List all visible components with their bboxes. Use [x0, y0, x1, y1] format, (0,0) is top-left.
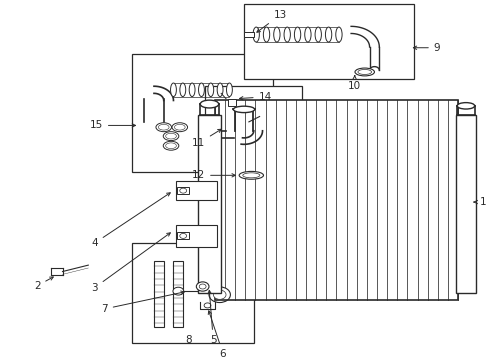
- Ellipse shape: [174, 124, 185, 130]
- Bar: [173, 261, 183, 327]
- Bar: [214, 100, 457, 300]
- Circle shape: [199, 284, 205, 289]
- Bar: [177, 232, 189, 239]
- Text: 8: 8: [184, 335, 191, 345]
- Ellipse shape: [180, 83, 185, 96]
- Ellipse shape: [252, 27, 259, 42]
- Text: 5: 5: [207, 291, 216, 345]
- Ellipse shape: [243, 173, 259, 178]
- Ellipse shape: [170, 83, 176, 96]
- Text: 12: 12: [191, 170, 235, 180]
- Bar: [176, 225, 217, 247]
- Bar: [244, 32, 253, 37]
- Ellipse shape: [165, 143, 176, 149]
- Ellipse shape: [273, 27, 280, 42]
- Bar: [177, 187, 189, 194]
- Ellipse shape: [158, 124, 169, 130]
- Bar: [132, 243, 253, 343]
- Ellipse shape: [189, 83, 195, 96]
- Bar: [132, 54, 273, 172]
- Ellipse shape: [198, 83, 204, 96]
- Ellipse shape: [172, 123, 187, 132]
- Text: 13: 13: [256, 10, 286, 32]
- Ellipse shape: [163, 132, 179, 140]
- Ellipse shape: [263, 27, 269, 42]
- Bar: [176, 181, 217, 200]
- Ellipse shape: [156, 123, 171, 132]
- Ellipse shape: [357, 69, 371, 75]
- Circle shape: [180, 188, 186, 193]
- Text: 6: 6: [208, 311, 226, 359]
- Bar: [154, 261, 163, 327]
- Ellipse shape: [456, 103, 474, 109]
- Text: 4: 4: [91, 193, 170, 248]
- Bar: [455, 115, 475, 293]
- Text: 11: 11: [191, 129, 221, 148]
- Ellipse shape: [217, 83, 223, 96]
- Circle shape: [213, 290, 225, 300]
- Bar: [227, 99, 235, 106]
- Text: 2: 2: [34, 277, 53, 291]
- Ellipse shape: [335, 27, 342, 42]
- Circle shape: [203, 303, 210, 308]
- Bar: [204, 86, 302, 186]
- Circle shape: [208, 287, 230, 302]
- Text: 14: 14: [239, 92, 271, 102]
- Ellipse shape: [200, 100, 218, 108]
- Ellipse shape: [233, 106, 254, 113]
- Text: 7: 7: [101, 291, 184, 314]
- Bar: [244, 4, 413, 79]
- Ellipse shape: [239, 171, 263, 179]
- Text: 9: 9: [412, 43, 440, 53]
- Ellipse shape: [207, 83, 213, 96]
- Ellipse shape: [354, 68, 374, 76]
- Ellipse shape: [284, 27, 290, 42]
- Ellipse shape: [314, 27, 321, 42]
- Text: 10: 10: [347, 76, 360, 91]
- Text: 3: 3: [91, 233, 170, 293]
- Ellipse shape: [304, 27, 310, 42]
- Ellipse shape: [294, 27, 300, 42]
- Bar: [214, 100, 457, 300]
- Bar: [197, 115, 221, 293]
- Ellipse shape: [325, 27, 331, 42]
- Ellipse shape: [226, 83, 232, 96]
- Circle shape: [180, 233, 186, 238]
- Text: 1: 1: [473, 197, 486, 207]
- Ellipse shape: [165, 133, 176, 139]
- Text: 15: 15: [89, 121, 135, 130]
- Circle shape: [173, 287, 183, 295]
- Ellipse shape: [163, 141, 179, 150]
- Circle shape: [196, 282, 208, 291]
